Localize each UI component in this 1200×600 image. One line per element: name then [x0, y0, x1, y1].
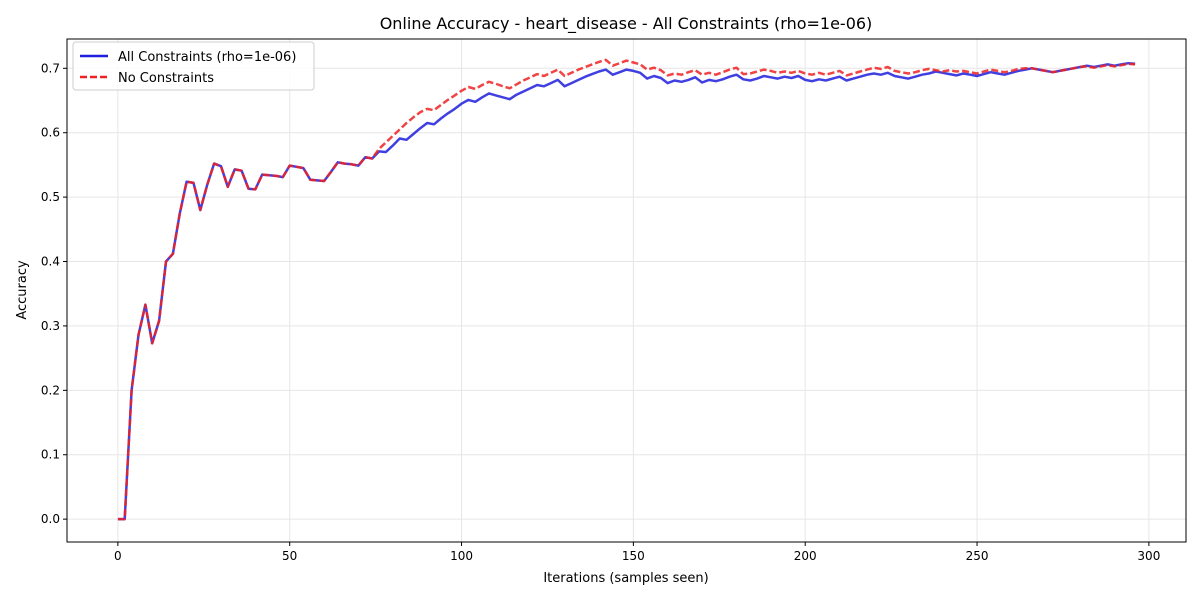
y-tick-label: 0.4: [41, 255, 60, 269]
y-tick-label: 0.2: [41, 383, 60, 397]
x-tick-label: 250: [966, 549, 989, 563]
x-tick-label: 200: [794, 549, 817, 563]
x-tick-label: 100: [450, 549, 473, 563]
x-tick-label: 0: [114, 549, 122, 563]
plot-frame: [66, 38, 1187, 543]
x-tick-label: 300: [1137, 549, 1160, 563]
all-constraints-line: [117, 61, 1136, 521]
y-tick-label: 0.6: [41, 126, 60, 140]
legend: All Constraints (rho=1e-06) No Constrain…: [72, 41, 315, 91]
legend-box: [72, 41, 315, 91]
y-tick-label: 0.0: [41, 512, 60, 526]
legend-label-no-constraints: No Constraints: [118, 71, 214, 86]
x-tick-label: 50: [282, 549, 297, 563]
x-tick-label: 150: [622, 549, 645, 563]
no-constraints-line: [117, 58, 1136, 521]
chart-title: Online Accuracy - heart_disease - All Co…: [380, 14, 873, 34]
y-tick-label: 0.1: [41, 448, 60, 462]
y-axis-label: Accuracy: [15, 260, 30, 320]
x-axis-label: Iterations (samples seen): [543, 571, 708, 586]
tick-layer: 0 50 100 150 200 250 300 0.0 0.1 0.2 0.3 0.4 0.5 0.6 0…: [41, 61, 1160, 563]
legend-label-all-constraints: All Constraints (rho=1e-06): [118, 50, 296, 65]
series-layer: [117, 58, 1136, 521]
grid-layer: [67, 39, 1186, 542]
y-tick-label: 0.3: [41, 319, 60, 333]
y-tick-label: 0.5: [41, 190, 60, 204]
y-tick-label: 0.7: [41, 61, 60, 75]
